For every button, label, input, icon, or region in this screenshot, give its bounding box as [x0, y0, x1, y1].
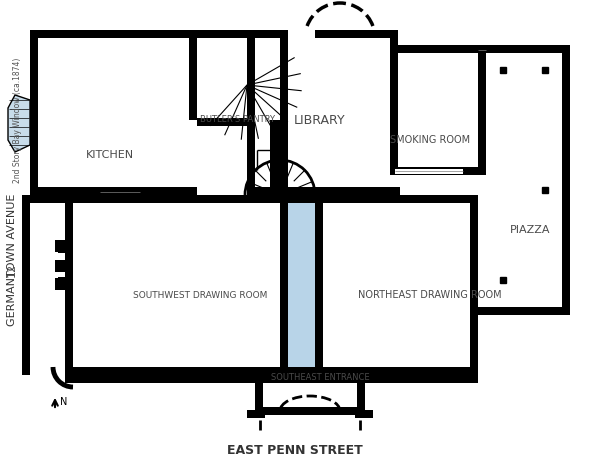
Bar — [355, 410, 373, 418]
Bar — [315, 30, 390, 38]
Bar — [478, 45, 570, 53]
Bar — [30, 187, 197, 195]
Bar — [30, 187, 130, 195]
Bar — [288, 195, 478, 203]
Text: SOUTHWEST DRAWING ROOM: SOUTHWEST DRAWING ROOM — [133, 290, 267, 300]
Bar — [197, 118, 255, 126]
Bar — [542, 187, 548, 193]
Bar — [65, 367, 280, 375]
Bar — [500, 277, 506, 283]
Text: N: N — [60, 397, 67, 407]
Text: LIBRARY: LIBRARY — [294, 113, 346, 126]
Bar — [280, 195, 288, 375]
Bar — [390, 45, 398, 175]
Bar — [22, 195, 30, 375]
Text: EAST PENN STREET: EAST PENN STREET — [227, 444, 363, 457]
Bar — [247, 187, 280, 195]
Bar — [562, 45, 570, 315]
Bar — [255, 407, 365, 415]
Bar — [542, 67, 548, 73]
Bar — [280, 30, 288, 195]
Bar — [255, 30, 285, 38]
Bar — [58, 247, 73, 253]
Bar — [58, 277, 73, 283]
Polygon shape — [8, 95, 30, 152]
Text: 12: 12 — [7, 263, 17, 277]
Bar — [390, 45, 478, 53]
Bar — [65, 195, 73, 375]
Bar — [150, 187, 197, 195]
Bar — [315, 195, 323, 375]
Bar — [280, 187, 400, 195]
Text: BUTLER'S PANTRY: BUTLER'S PANTRY — [201, 115, 276, 125]
Bar — [55, 240, 73, 252]
Text: PIAZZA: PIAZZA — [510, 225, 550, 235]
Bar — [22, 195, 65, 203]
Bar — [30, 30, 38, 195]
Bar — [478, 45, 486, 175]
Bar — [30, 30, 197, 38]
Bar — [197, 30, 205, 38]
Text: SMOKING ROOM: SMOKING ROOM — [390, 135, 470, 145]
Bar — [280, 195, 288, 375]
Text: KITCHEN: KITCHEN — [86, 150, 134, 160]
Text: SOUTHEAST ENTRANCE: SOUTHEAST ENTRANCE — [271, 374, 369, 382]
Bar — [255, 375, 365, 383]
Bar — [280, 195, 323, 375]
Bar — [365, 375, 478, 383]
Bar — [65, 375, 255, 383]
Bar — [357, 375, 365, 415]
Bar — [478, 45, 486, 53]
Bar — [247, 410, 265, 418]
Bar — [255, 375, 263, 415]
Bar — [288, 367, 478, 375]
Bar — [478, 307, 570, 315]
Bar — [470, 195, 478, 375]
Text: GERMANTOWN AVENUE: GERMANTOWN AVENUE — [7, 194, 17, 326]
Bar — [65, 195, 280, 203]
Bar — [58, 262, 73, 268]
Text: 2nd Story Bay Window (ca.1874): 2nd Story Bay Window (ca.1874) — [14, 57, 22, 183]
Bar — [55, 260, 73, 272]
Bar — [500, 67, 506, 73]
Bar — [390, 167, 478, 175]
Bar — [270, 120, 280, 195]
Bar — [395, 169, 463, 174]
Text: NORTHEAST DRAWING ROOM: NORTHEAST DRAWING ROOM — [358, 290, 502, 300]
Bar — [55, 278, 73, 290]
Bar — [197, 30, 255, 38]
Bar — [189, 30, 197, 120]
Bar — [247, 30, 255, 135]
Bar — [247, 120, 255, 195]
Bar — [390, 30, 398, 120]
